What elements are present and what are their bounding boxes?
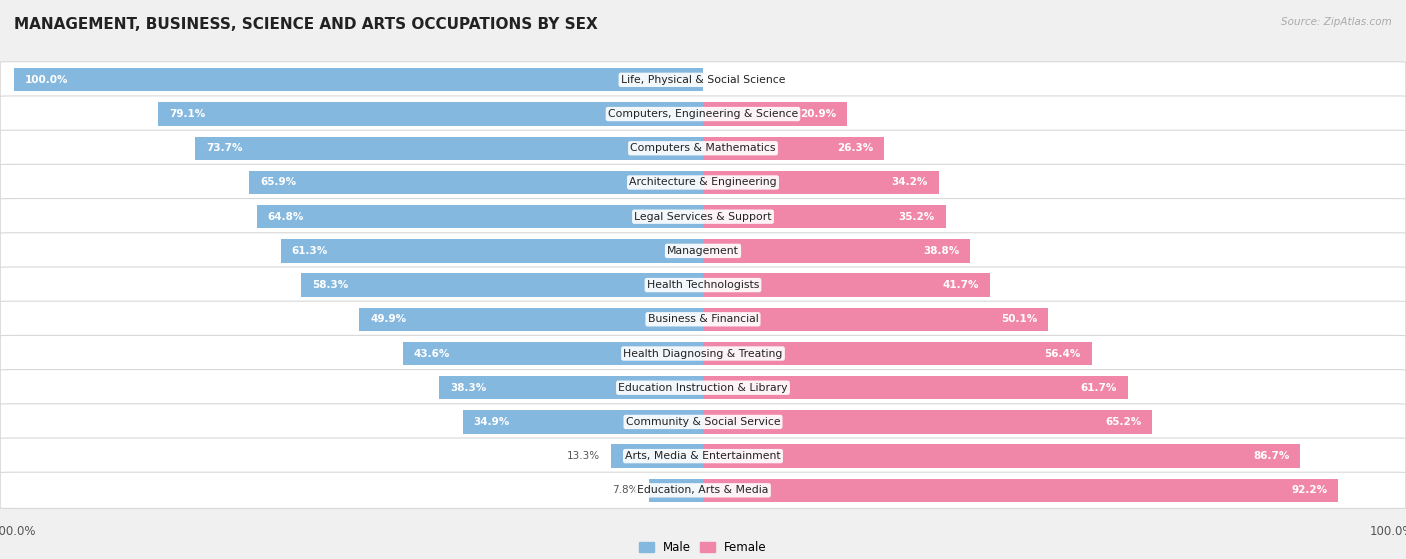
Text: 0.0%: 0.0% [714,75,741,85]
FancyBboxPatch shape [0,130,1406,167]
Text: 100.0%: 100.0% [25,75,69,85]
Text: Business & Financial: Business & Financial [648,314,758,324]
Text: 65.9%: 65.9% [260,177,297,187]
Text: Education Instruction & Library: Education Instruction & Library [619,383,787,393]
Legend: Male, Female: Male, Female [634,536,772,559]
Bar [256,205,703,228]
Text: 56.4%: 56.4% [1045,348,1081,358]
Text: 64.8%: 64.8% [267,212,304,222]
Text: 86.7%: 86.7% [1253,451,1289,461]
Text: Community & Social Service: Community & Social Service [626,417,780,427]
Text: Health Technologists: Health Technologists [647,280,759,290]
FancyBboxPatch shape [0,438,1406,474]
Bar [703,273,990,297]
Bar [463,410,703,434]
Text: 43.6%: 43.6% [413,348,450,358]
Text: 35.2%: 35.2% [898,212,935,222]
Text: 13.3%: 13.3% [567,451,600,461]
Bar [703,102,846,126]
Text: Life, Physical & Social Science: Life, Physical & Social Science [621,75,785,85]
Bar [703,136,884,160]
FancyBboxPatch shape [0,96,1406,132]
Text: Source: ZipAtlas.com: Source: ZipAtlas.com [1281,17,1392,27]
Text: 50.1%: 50.1% [1001,314,1038,324]
Text: Computers & Mathematics: Computers & Mathematics [630,143,776,153]
Text: 49.9%: 49.9% [370,314,406,324]
Text: 58.3%: 58.3% [312,280,349,290]
FancyBboxPatch shape [0,61,1406,98]
Bar [703,479,1339,502]
Text: Arts, Media & Entertainment: Arts, Media & Entertainment [626,451,780,461]
Bar [650,479,703,502]
Bar [301,273,703,297]
Bar [157,102,703,126]
Bar [703,410,1152,434]
Bar [249,171,703,194]
Bar [281,239,703,263]
Bar [703,239,970,263]
Bar [703,376,1128,399]
Text: Education, Arts & Media: Education, Arts & Media [637,485,769,495]
Text: 26.3%: 26.3% [837,143,873,153]
Bar [359,307,703,331]
FancyBboxPatch shape [0,164,1406,201]
Text: 73.7%: 73.7% [207,143,243,153]
Text: 34.9%: 34.9% [474,417,510,427]
Bar [402,342,703,365]
Bar [195,136,703,160]
Bar [703,444,1301,468]
Text: 34.2%: 34.2% [891,177,928,187]
Text: Legal Services & Support: Legal Services & Support [634,212,772,222]
FancyBboxPatch shape [0,198,1406,235]
Bar [439,376,703,399]
Text: 92.2%: 92.2% [1291,485,1327,495]
Text: Computers, Engineering & Science: Computers, Engineering & Science [607,109,799,119]
FancyBboxPatch shape [0,267,1406,303]
Text: 7.8%: 7.8% [612,485,638,495]
Text: 79.1%: 79.1% [169,109,205,119]
Text: 20.9%: 20.9% [800,109,837,119]
Bar [612,444,703,468]
Text: 38.3%: 38.3% [450,383,486,393]
Text: Management: Management [666,246,740,256]
Text: MANAGEMENT, BUSINESS, SCIENCE AND ARTS OCCUPATIONS BY SEX: MANAGEMENT, BUSINESS, SCIENCE AND ARTS O… [14,17,598,32]
Text: Architecture & Engineering: Architecture & Engineering [630,177,776,187]
Bar [703,205,945,228]
FancyBboxPatch shape [0,233,1406,269]
FancyBboxPatch shape [0,301,1406,338]
Bar [703,171,939,194]
Text: Health Diagnosing & Treating: Health Diagnosing & Treating [623,348,783,358]
FancyBboxPatch shape [0,369,1406,406]
FancyBboxPatch shape [0,404,1406,440]
FancyBboxPatch shape [0,335,1406,372]
Text: 61.7%: 61.7% [1081,383,1116,393]
Text: 61.3%: 61.3% [291,246,328,256]
Bar [14,68,703,92]
Text: 38.8%: 38.8% [922,246,959,256]
Text: 41.7%: 41.7% [943,280,979,290]
FancyBboxPatch shape [0,472,1406,509]
Text: 65.2%: 65.2% [1105,417,1142,427]
Bar [703,307,1047,331]
Bar [703,342,1091,365]
